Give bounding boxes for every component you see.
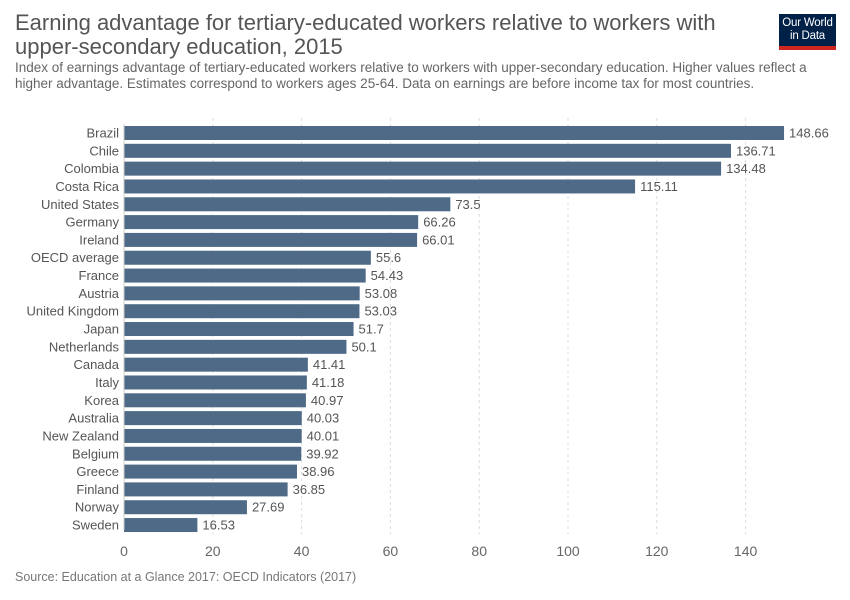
logo-accent-bar [779, 46, 836, 50]
category-label: Belgium [72, 446, 119, 461]
value-label: 39.92 [306, 446, 339, 461]
value-label: 134.48 [726, 161, 766, 176]
x-tick-label: 0 [120, 543, 128, 559]
category-label: Japan [84, 322, 119, 337]
value-label: 40.97 [311, 393, 344, 408]
category-label: Chile [89, 143, 119, 158]
category-label: Germany [66, 215, 120, 230]
value-label: 53.03 [364, 304, 397, 319]
bar [124, 286, 360, 301]
bar [124, 250, 371, 265]
value-label: 136.71 [736, 143, 776, 158]
bar [124, 500, 247, 515]
bar [124, 179, 636, 194]
bar [124, 322, 354, 337]
value-label: 115.11 [640, 179, 678, 194]
x-tick-label: 100 [556, 543, 580, 559]
value-label: 40.03 [307, 411, 340, 426]
bar [124, 126, 785, 140]
value-label: 36.85 [293, 482, 326, 497]
value-label: 27.69 [252, 500, 285, 515]
owid-logo[interactable]: Our World in Data [779, 14, 836, 50]
bar [124, 143, 731, 158]
chart-subtitle: Index of earnings advantage of tertiary-… [15, 60, 807, 91]
bar [124, 393, 306, 408]
category-label: Italy [95, 375, 119, 390]
logo-line-2: in Data [789, 30, 826, 42]
value-label: 51.7 [359, 322, 384, 337]
bar [124, 446, 302, 461]
bar [124, 357, 308, 372]
category-label: Brazil [86, 126, 119, 141]
x-tick-label: 120 [645, 543, 669, 559]
category-label: Costa Rica [55, 179, 119, 194]
x-tick-label: 140 [734, 543, 758, 559]
value-label: 50.1 [351, 339, 376, 354]
bar [124, 215, 419, 230]
category-label: Netherlands [49, 339, 120, 354]
category-label: Greece [76, 464, 119, 479]
bar [124, 339, 347, 354]
value-label: 55.6 [376, 250, 401, 265]
category-label: France [79, 268, 119, 283]
value-label: 38.96 [302, 464, 335, 479]
category-label: Colombia [64, 161, 120, 176]
category-label: Australia [68, 411, 119, 426]
bar [124, 197, 451, 212]
x-tick-label: 80 [471, 543, 487, 559]
value-label: 54.43 [371, 268, 404, 283]
bar [124, 161, 722, 176]
category-label: United States [41, 197, 120, 212]
chart-title: Earning advantage for tertiary-educated … [15, 10, 716, 59]
value-label: 53.08 [365, 286, 398, 301]
category-label: New Zealand [42, 428, 119, 443]
source-note: Source: Education at a Glance 2017: OECD… [15, 570, 357, 584]
bar [124, 464, 297, 479]
bar [124, 518, 198, 533]
bar [124, 232, 418, 247]
x-tick-label: 40 [294, 543, 310, 559]
value-label: 66.01 [422, 232, 455, 247]
bar [124, 304, 360, 319]
bar [124, 268, 366, 283]
value-label: 41.41 [313, 357, 346, 372]
category-label: Korea [84, 393, 119, 408]
category-label: Norway [75, 500, 120, 515]
category-label: Ireland [79, 232, 119, 247]
category-label: Austria [79, 286, 120, 301]
bar [124, 375, 307, 390]
category-label: United Kingdom [27, 304, 120, 319]
category-label: Finland [76, 482, 119, 497]
bar [124, 482, 288, 497]
bar [124, 428, 302, 443]
logo-line-1: Our World [782, 17, 833, 29]
value-label: 40.01 [307, 428, 340, 443]
value-label: 41.18 [312, 375, 345, 390]
category-label: Canada [73, 357, 119, 372]
value-label: 66.26 [423, 215, 456, 230]
x-tick-label: 20 [205, 543, 221, 559]
category-label: OECD average [31, 250, 119, 265]
value-label: 73.5 [455, 197, 480, 212]
x-tick-label: 60 [383, 543, 399, 559]
value-label: 16.53 [202, 518, 235, 533]
bar [124, 411, 302, 426]
category-label: Sweden [72, 518, 119, 533]
value-label: 148.66 [789, 126, 829, 141]
